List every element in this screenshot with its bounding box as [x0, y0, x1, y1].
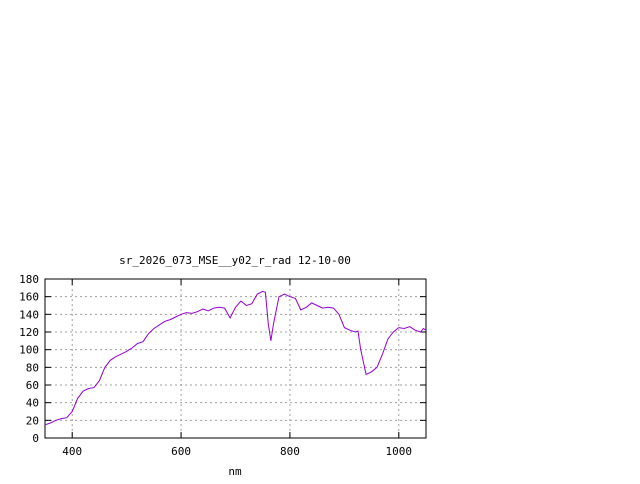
- series-line: [44, 290, 427, 426]
- x-axis-label: nm: [228, 465, 242, 478]
- y-tick-label: 60: [26, 379, 39, 392]
- y-tick-label: 40: [26, 397, 39, 410]
- x-tick-label: 600: [171, 445, 191, 458]
- chart-title: sr_2026_073_MSE__y02_r_rad 12-10-00: [119, 254, 351, 267]
- y-tick-label: 140: [19, 308, 39, 321]
- y-tick-label: 20: [26, 414, 39, 427]
- y-tick-label: 80: [26, 361, 39, 374]
- plot-frame: [44, 278, 427, 439]
- y-tick-label: 0: [32, 432, 39, 445]
- y-tick-label: 100: [19, 344, 39, 357]
- ticks: 0 20 40 60 80 100 120 140 160 180 400 600 800 1000: [19, 273, 426, 458]
- x-tick-label: 400: [62, 445, 82, 458]
- y-tick-label: 120: [19, 326, 39, 339]
- y-tick-label: 180: [19, 273, 39, 286]
- x-tick-label: 1000: [386, 445, 413, 458]
- grid: [45, 279, 426, 438]
- x-tick-label: 800: [280, 445, 300, 458]
- y-tick-label: 160: [19, 291, 39, 304]
